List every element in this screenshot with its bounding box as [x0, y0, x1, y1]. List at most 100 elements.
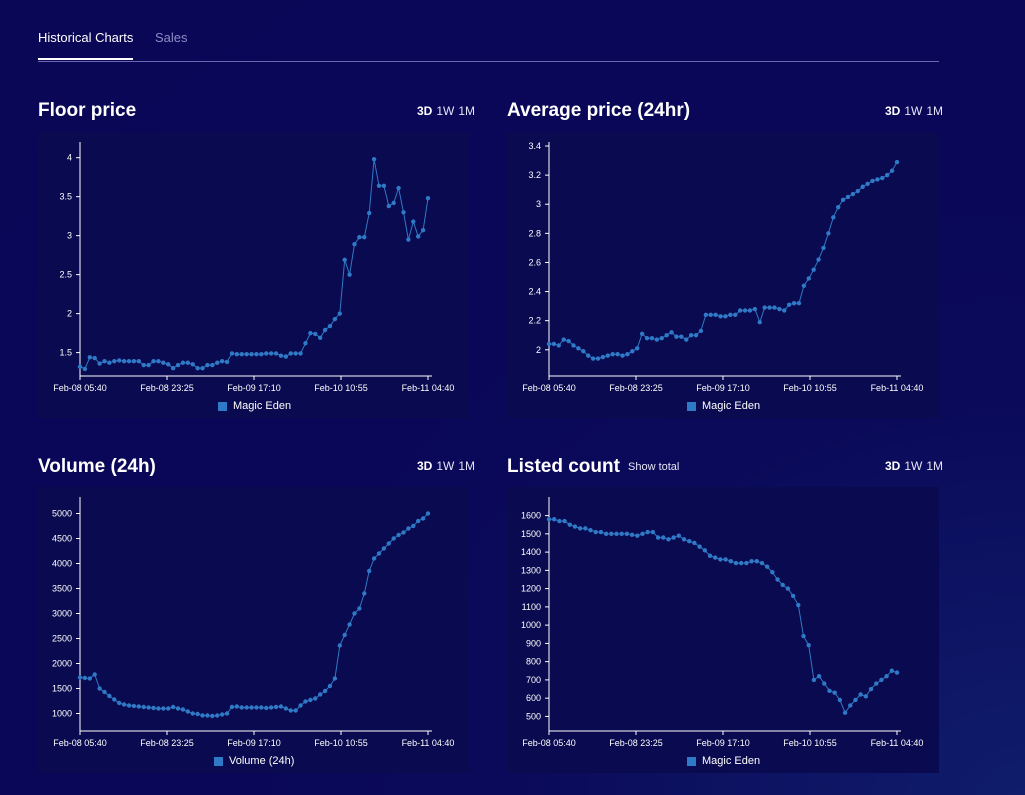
data-point: [219, 712, 225, 717]
data-point: [610, 351, 615, 357]
data-point: [406, 237, 411, 242]
data-point: [327, 683, 333, 689]
data-point: [411, 523, 416, 529]
y-tick-label: 4500: [52, 534, 72, 544]
data-point: [264, 351, 269, 356]
y-tick-label: 3.2: [528, 170, 541, 180]
range-1w-button[interactable]: 1W: [904, 104, 923, 118]
data-point: [107, 693, 112, 699]
data-point: [557, 518, 562, 524]
show-total-button[interactable]: Show total: [628, 461, 680, 473]
data-point: [868, 686, 874, 692]
data-point: [581, 349, 586, 354]
data-point: [215, 713, 220, 718]
data-point: [381, 183, 387, 188]
data-point: [858, 692, 863, 697]
volume-legend[interactable]: Volume (24h): [214, 755, 294, 767]
data-point: [156, 706, 161, 711]
data-point: [234, 351, 240, 357]
range-1w-button[interactable]: 1W: [904, 459, 923, 473]
data-point: [728, 312, 733, 318]
data-point: [239, 705, 244, 710]
x-tick-label: Feb-08 05:40: [522, 738, 576, 748]
data-point: [598, 529, 604, 535]
tab-sales[interactable]: Sales: [155, 30, 188, 45]
x-tick-label: Feb-11 04:40: [402, 738, 455, 748]
data-point: [733, 560, 739, 566]
y-tick-label: 2.4: [528, 287, 541, 297]
x-tick-label: Feb-08 05:40: [53, 383, 107, 393]
data-point: [327, 323, 333, 329]
y-tick-label: 2000: [52, 659, 72, 669]
data-point: [151, 358, 156, 364]
data-point: [816, 674, 822, 679]
range-3d-button[interactable]: 3D: [417, 459, 433, 473]
data-point: [381, 546, 387, 551]
data-point: [595, 356, 601, 361]
data-point: [865, 181, 870, 187]
data-point: [415, 234, 421, 239]
data-point: [840, 197, 846, 203]
tab-historical-charts[interactable]: Historical Charts: [38, 30, 134, 60]
data-point: [313, 331, 318, 337]
data-point: [605, 353, 611, 358]
data-point: [131, 358, 137, 364]
listed-count-legend[interactable]: Magic Eden: [687, 755, 760, 767]
y-tick-label: 3.5: [59, 192, 72, 202]
data-point: [170, 704, 176, 710]
data-point: [671, 535, 676, 540]
data-point: [298, 703, 303, 708]
data-point: [707, 553, 713, 558]
floor-price-legend[interactable]: Magic Eden: [218, 400, 291, 412]
legend-swatch: [687, 401, 696, 411]
range-3d-button[interactable]: 3D: [417, 104, 433, 118]
data-point: [102, 689, 107, 695]
data-point: [117, 700, 122, 706]
y-tick-label: 1600: [521, 511, 541, 521]
data-point: [562, 518, 567, 524]
y-tick-label: 3: [67, 231, 72, 241]
data-point: [420, 516, 426, 521]
data-point: [801, 633, 806, 639]
range-1m-button[interactable]: 1M: [926, 459, 944, 473]
range-1w-button[interactable]: 1W: [436, 459, 455, 473]
data-point: [687, 538, 692, 544]
data-point: [215, 360, 220, 365]
data-point: [185, 360, 191, 365]
data-point: [697, 544, 702, 549]
data-point: [337, 311, 342, 316]
data-point: [775, 577, 780, 582]
average-price-legend[interactable]: Magic Eden: [687, 400, 760, 412]
range-1w-button[interactable]: 1W: [436, 104, 455, 118]
data-point: [195, 711, 200, 717]
data-point: [863, 694, 869, 699]
data-point: [661, 535, 666, 540]
data-point: [244, 705, 249, 710]
data-point: [615, 351, 620, 357]
data-point: [136, 358, 142, 364]
data-point: [322, 688, 328, 694]
data-point: [664, 333, 669, 338]
data-point: [357, 606, 362, 611]
data-point: [190, 711, 195, 716]
data-point: [674, 334, 679, 339]
range-1m-button[interactable]: 1M: [458, 459, 476, 473]
range-1m-button[interactable]: 1M: [926, 104, 944, 118]
y-tick-label: 2.6: [528, 257, 541, 267]
y-tick-label: 2.2: [528, 316, 541, 326]
data-point: [200, 366, 205, 371]
range-1m-button[interactable]: 1M: [458, 104, 476, 118]
data-point: [205, 713, 210, 718]
range-3d-button[interactable]: 3D: [885, 104, 901, 118]
data-point: [780, 582, 785, 588]
data-point: [546, 517, 552, 522]
range-3d-button[interactable]: 3D: [885, 459, 901, 473]
data-point: [82, 366, 88, 372]
data-point: [342, 257, 347, 263]
data-point: [853, 697, 858, 703]
data-point: [620, 353, 625, 358]
y-tick-label: 1300: [521, 565, 541, 575]
legend-swatch: [687, 756, 696, 766]
data-point: [644, 335, 650, 341]
y-tick-label: 1500: [52, 684, 72, 694]
